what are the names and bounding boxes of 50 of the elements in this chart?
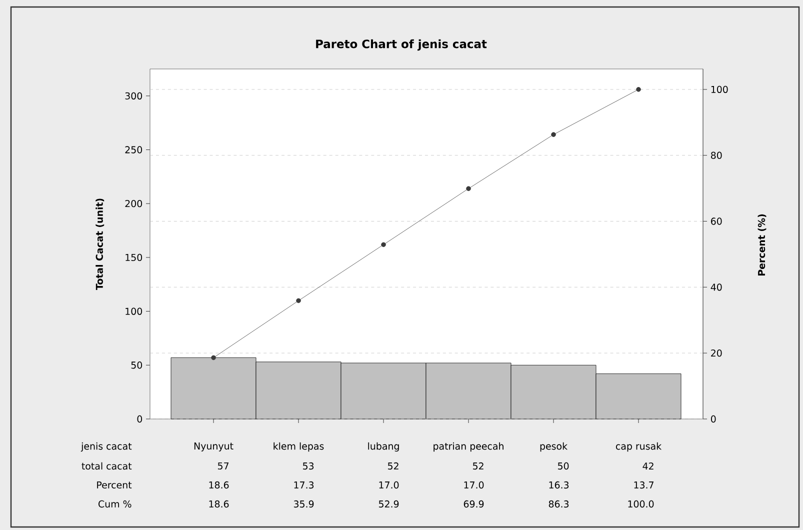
x-tick-label: lubang <box>368 442 399 452</box>
x-tick-label: klem lepas <box>274 442 324 452</box>
x-tick-label: pesok <box>540 442 568 452</box>
data-label: 18.6 <box>209 500 229 508</box>
y-tick-label: 0 <box>137 415 142 423</box>
x-tick-label: cap rusak <box>616 442 662 452</box>
y-axis-title: Total Cacat (unit) <box>96 198 104 290</box>
data-label: 57 <box>218 462 229 470</box>
point <box>211 355 216 360</box>
data-label: 35.9 <box>294 500 314 508</box>
text: total cacat <box>82 462 132 470</box>
point <box>551 132 556 137</box>
data-label: 42 <box>642 462 654 470</box>
text: 16.3 <box>549 481 569 489</box>
data-label: 69.9 <box>464 500 484 508</box>
data-label: 52 <box>473 462 484 470</box>
point <box>466 186 471 192</box>
data-label: 53 <box>303 462 314 470</box>
text: 18.6 <box>209 481 229 489</box>
text: 17.0 <box>379 481 399 489</box>
y2-tick-label: 40 <box>710 284 722 291</box>
point <box>296 298 301 304</box>
text: 17.3 <box>294 481 314 489</box>
x-axis-title: jenis cacat <box>80 442 132 452</box>
x-tick-label: patrian peecah <box>434 442 504 452</box>
x-tick-label: Nyunyut <box>194 442 234 452</box>
y2-axis-title: Percent (%) <box>758 214 766 276</box>
data-label: 86.3 <box>548 500 569 508</box>
y2-tick-label: 60 <box>711 218 722 225</box>
data-label: 50 <box>558 462 569 470</box>
y2-tick-label: 20 <box>711 349 722 357</box>
y2-tick-label: 100 <box>711 86 728 93</box>
data-label: 52.9 <box>378 500 399 508</box>
text: 13.7 <box>634 481 654 489</box>
data-label: 52 <box>388 462 398 470</box>
chart-title: Pareto Chart of jenis cacat <box>316 39 487 51</box>
text: Cum % <box>98 500 132 508</box>
y-tick-label: 200 <box>125 200 142 208</box>
y-tick-label: 250 <box>125 146 142 154</box>
text: 17.0 <box>464 481 484 489</box>
point <box>636 87 641 92</box>
y-tick-label: 100 <box>126 308 142 315</box>
y2-tick-label: 80 <box>711 152 722 159</box>
y-tick-label: 300 <box>125 92 142 100</box>
y-tick-label: 50 <box>131 362 142 369</box>
data-label: 100.0 <box>628 500 654 508</box>
y2-tick-label: 0 <box>710 415 716 423</box>
point <box>381 242 386 248</box>
y-tick-label: 150 <box>126 254 142 262</box>
text: Percent <box>97 481 132 489</box>
